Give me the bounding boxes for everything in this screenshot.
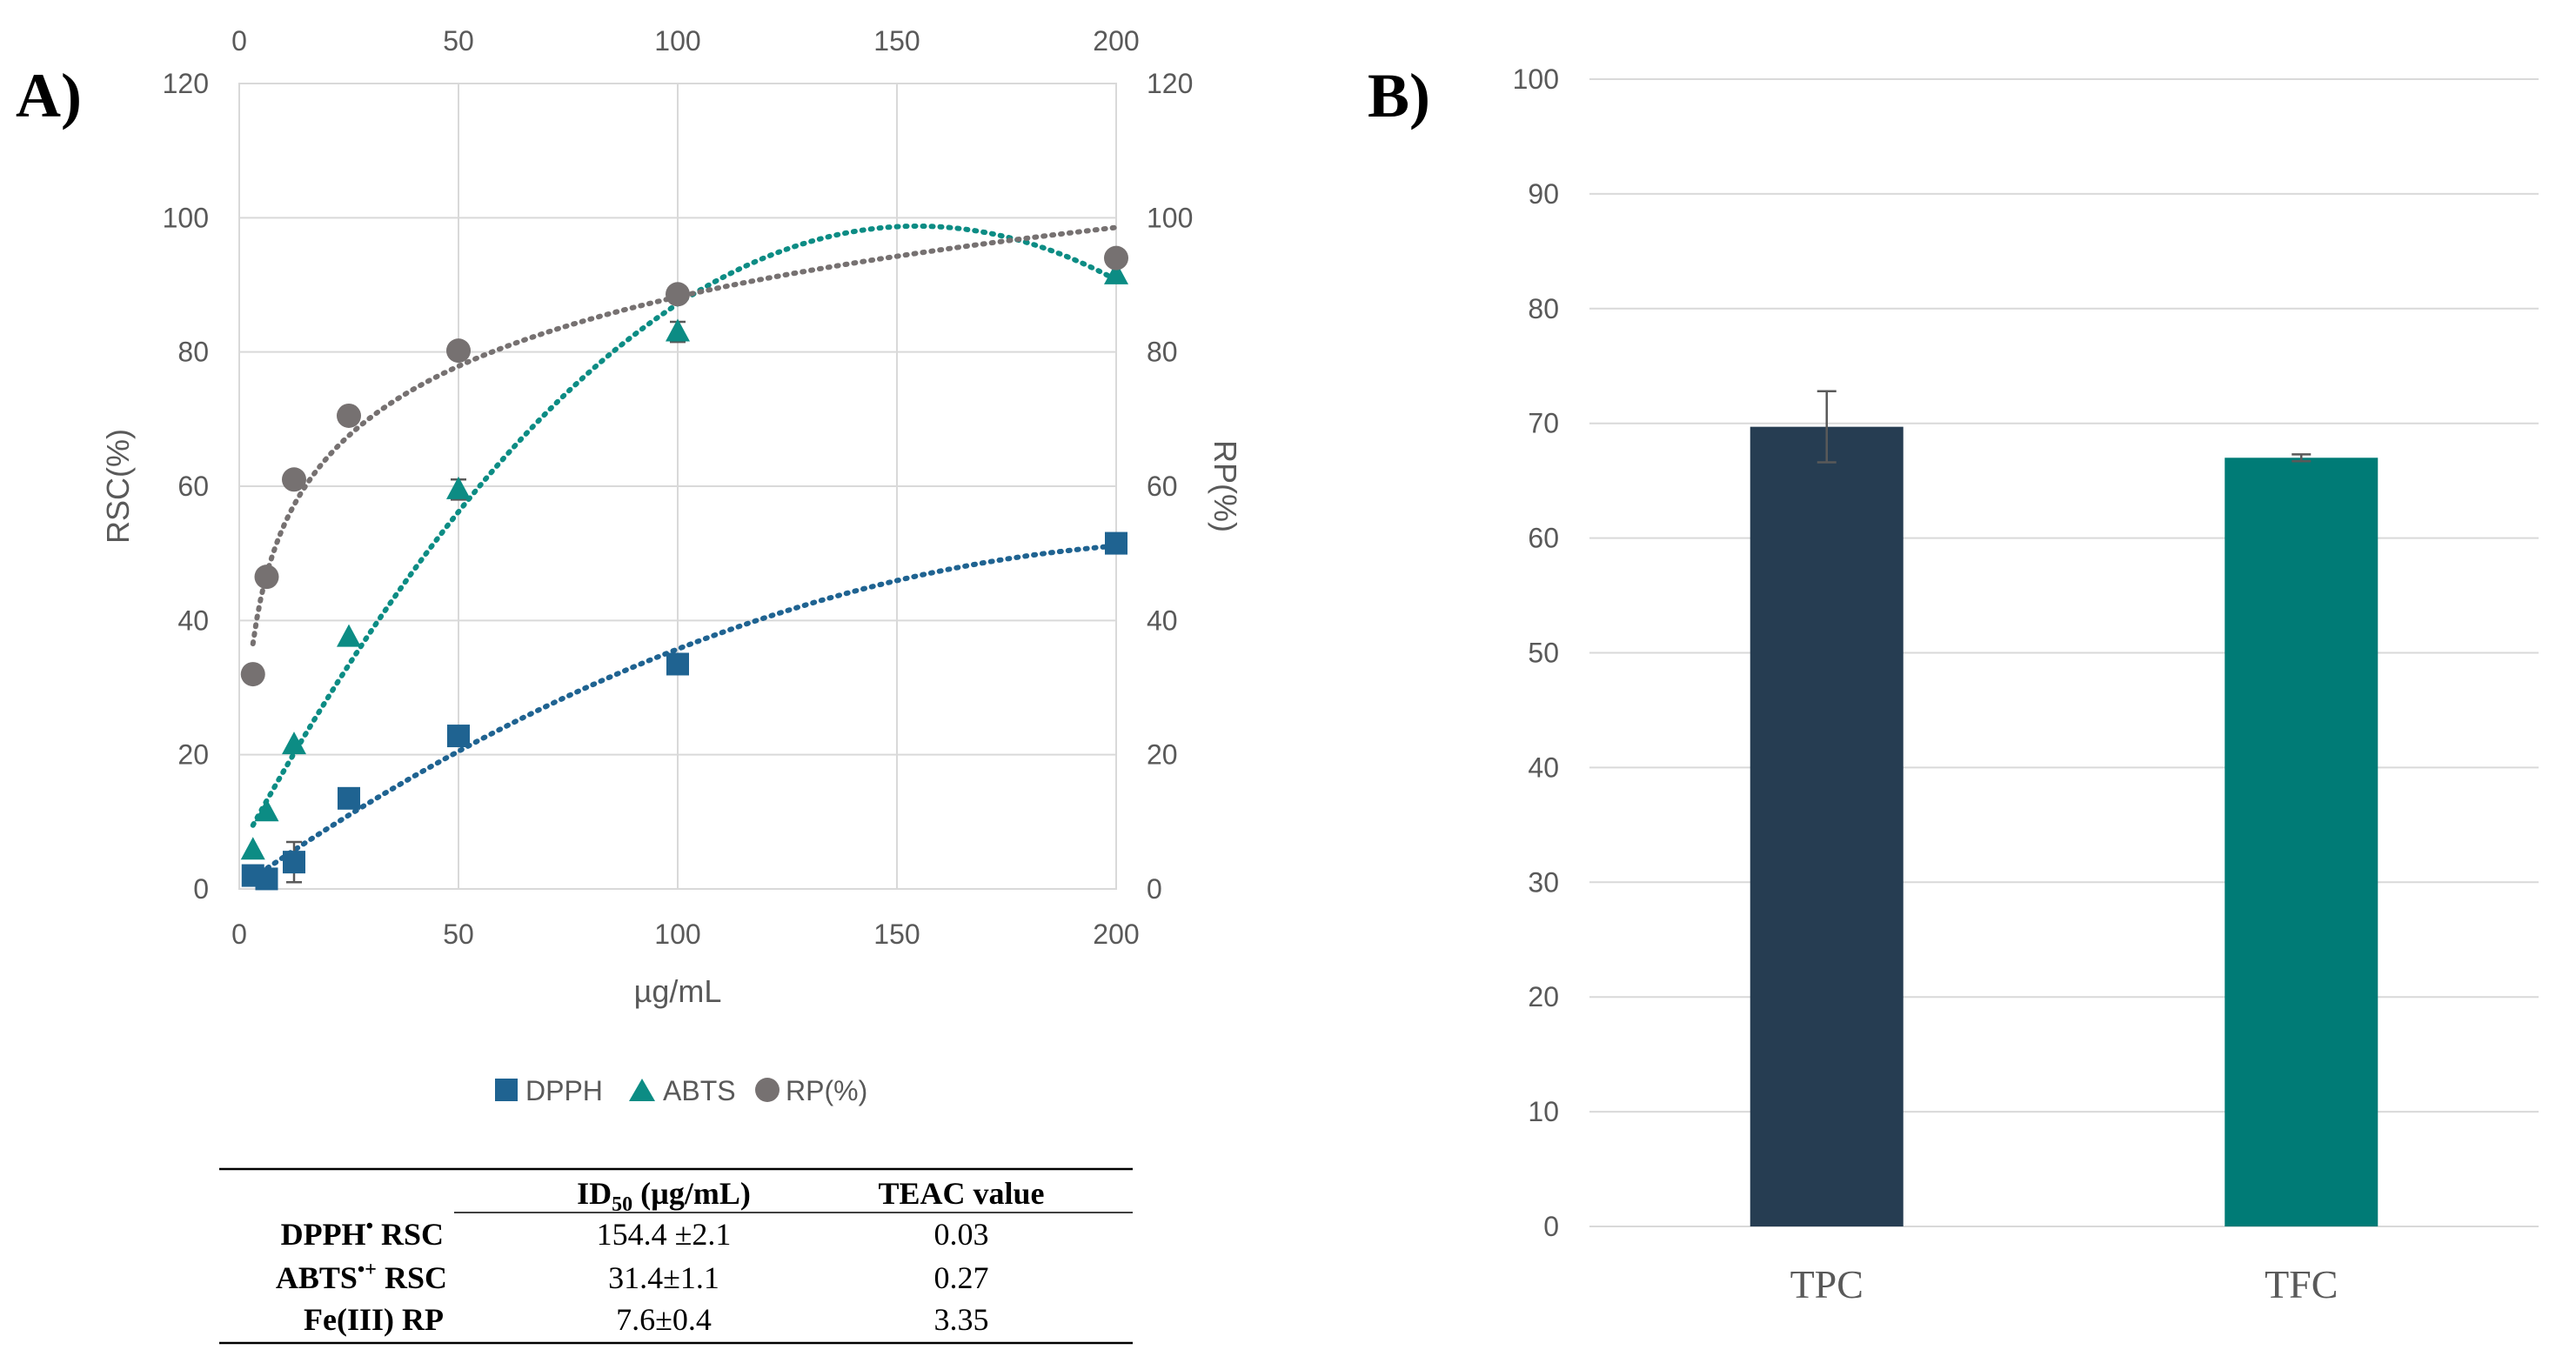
chart-b-gridlines bbox=[1589, 78, 2539, 1227]
rp-point bbox=[446, 338, 471, 364]
rp-point bbox=[282, 467, 306, 492]
y-tick-label: 10 bbox=[1528, 1096, 1559, 1127]
abts-point bbox=[1104, 261, 1128, 284]
results-table: ID50 (µg/mL) TEAC value DPPH• RSC 154.4 … bbox=[219, 1167, 1133, 1345]
y-tick-label: 100 bbox=[163, 202, 209, 233]
x2-tick-label: 150 bbox=[873, 25, 920, 57]
table-row-label-abts: ABTS•+ RSC bbox=[276, 1259, 447, 1295]
table-header-id50: ID50 (µg/mL) bbox=[577, 1176, 751, 1216]
chart-a-gridlines bbox=[238, 83, 1117, 890]
category-label-tpc: TPC bbox=[1790, 1262, 1863, 1306]
x-tick-label: 100 bbox=[654, 919, 700, 950]
y2-tick-label: 100 bbox=[1147, 202, 1193, 233]
y-tick-label: 20 bbox=[1528, 981, 1559, 1012]
abts-point bbox=[666, 318, 690, 342]
dpph-point bbox=[1105, 531, 1127, 555]
y-tick-label: 60 bbox=[1528, 523, 1559, 554]
y-tick-label: 80 bbox=[177, 337, 209, 368]
table-cell-abts-teac: 0.27 bbox=[934, 1260, 989, 1295]
legend-item-rp: RP(%) bbox=[755, 1075, 867, 1106]
y2-tick-label: 0 bbox=[1147, 873, 1162, 905]
dpph-point bbox=[447, 725, 470, 748]
abts-point bbox=[282, 732, 306, 755]
x-tick-label: 0 bbox=[231, 919, 247, 950]
dpph-point bbox=[283, 851, 305, 874]
y-tick-label: 0 bbox=[193, 873, 209, 905]
rp-point bbox=[1104, 245, 1128, 271]
y-tick-label: 50 bbox=[1528, 638, 1559, 669]
chart-a-plot-frame bbox=[238, 83, 1117, 890]
y-tick-label: 70 bbox=[1528, 408, 1559, 439]
y-tick-label: 0 bbox=[1543, 1211, 1559, 1242]
legend-label-rp: RP(%) bbox=[786, 1075, 867, 1106]
chart-a-x-axis-title: µg/mL bbox=[634, 973, 722, 1009]
y2-tick-label: 120 bbox=[1147, 68, 1193, 99]
category-label-tfc: TFC bbox=[2265, 1262, 2338, 1306]
y-tick-label: 20 bbox=[177, 739, 209, 771]
y-tick-label: 80 bbox=[1528, 293, 1559, 324]
dpph-point bbox=[255, 867, 278, 891]
legend-item-dpph: DPPH bbox=[495, 1075, 603, 1106]
chart-b-bar: 0 10 20 30 40 50 60 70 80 90 100 TPC TFC bbox=[1513, 63, 2539, 1306]
chart-a-legend: DPPH ABTS RP(%) bbox=[495, 1075, 867, 1106]
y-tick-label: 40 bbox=[1528, 752, 1559, 783]
table-header-teac: TEAC value bbox=[878, 1176, 1044, 1211]
abts-point bbox=[254, 798, 279, 822]
x2-tick-label: 0 bbox=[231, 25, 247, 57]
legend-label-dpph: DPPH bbox=[525, 1075, 603, 1106]
abts-point bbox=[446, 476, 471, 499]
x-tick-label: 50 bbox=[443, 919, 474, 950]
legend-circle-marker bbox=[755, 1078, 779, 1102]
legend-triangle-marker bbox=[629, 1079, 655, 1101]
table-row-label-fe-rp: Fe(III) RP bbox=[304, 1302, 444, 1337]
chart-a-y-axis-title: RSC(%) bbox=[100, 429, 136, 544]
legend-item-abts: ABTS bbox=[629, 1075, 736, 1106]
y2-tick-label: 20 bbox=[1147, 739, 1178, 771]
chart-b-bars bbox=[1750, 390, 2379, 1227]
abts-point bbox=[240, 837, 265, 860]
chart-a-markers bbox=[240, 245, 1128, 891]
table-cell-abts-id50: 31.4±1.1 bbox=[608, 1260, 719, 1295]
y-tick-label: 40 bbox=[177, 605, 209, 636]
dpph-point bbox=[666, 652, 689, 676]
dpph-point bbox=[338, 786, 360, 810]
chart-b-tick-labels: 0 10 20 30 40 50 60 70 80 90 100 TPC TFC bbox=[1513, 63, 2338, 1306]
panel-a-label: A) bbox=[16, 61, 82, 130]
abts-point bbox=[337, 624, 361, 647]
legend-square-marker bbox=[495, 1079, 518, 1101]
table-cell-dpph-teac: 0.03 bbox=[934, 1217, 989, 1252]
trendline-abts bbox=[250, 223, 1119, 828]
chart-a-y2-axis-title: RP(%) bbox=[1208, 440, 1243, 532]
table-cell-dpph-id50: 154.4 ±2.1 bbox=[597, 1217, 732, 1252]
y2-tick-label: 40 bbox=[1147, 605, 1178, 636]
rp-point bbox=[666, 282, 690, 307]
table-cell-fe-rp-teac: 3.35 bbox=[934, 1302, 989, 1337]
rp-point bbox=[240, 662, 265, 687]
y-tick-label: 120 bbox=[163, 68, 209, 99]
y2-tick-label: 80 bbox=[1147, 337, 1178, 368]
x2-tick-label: 100 bbox=[654, 25, 700, 57]
x2-tick-label: 200 bbox=[1093, 25, 1139, 57]
rp-point bbox=[254, 565, 279, 590]
table-row-label-dpph: DPPH• RSC bbox=[281, 1215, 444, 1252]
y-tick-label: 100 bbox=[1513, 63, 1559, 95]
chart-a-trendlines bbox=[250, 223, 1119, 881]
y-tick-label: 90 bbox=[1528, 178, 1559, 210]
table-cell-fe-rp-id50: 7.6±0.4 bbox=[616, 1302, 712, 1337]
rp-point bbox=[337, 403, 361, 428]
trendline-dpph bbox=[250, 543, 1119, 881]
y-tick-label: 60 bbox=[177, 471, 209, 502]
panel-b-label: B) bbox=[1368, 61, 1430, 130]
y-tick-label: 30 bbox=[1528, 866, 1559, 898]
x-tick-label: 200 bbox=[1093, 919, 1139, 950]
legend-label-abts: ABTS bbox=[663, 1075, 736, 1106]
x2-tick-label: 50 bbox=[443, 25, 474, 57]
bar-tpc bbox=[1750, 426, 1904, 1227]
y2-tick-label: 60 bbox=[1147, 471, 1178, 502]
bar-tfc bbox=[2225, 458, 2379, 1226]
x-tick-label: 150 bbox=[873, 919, 920, 950]
